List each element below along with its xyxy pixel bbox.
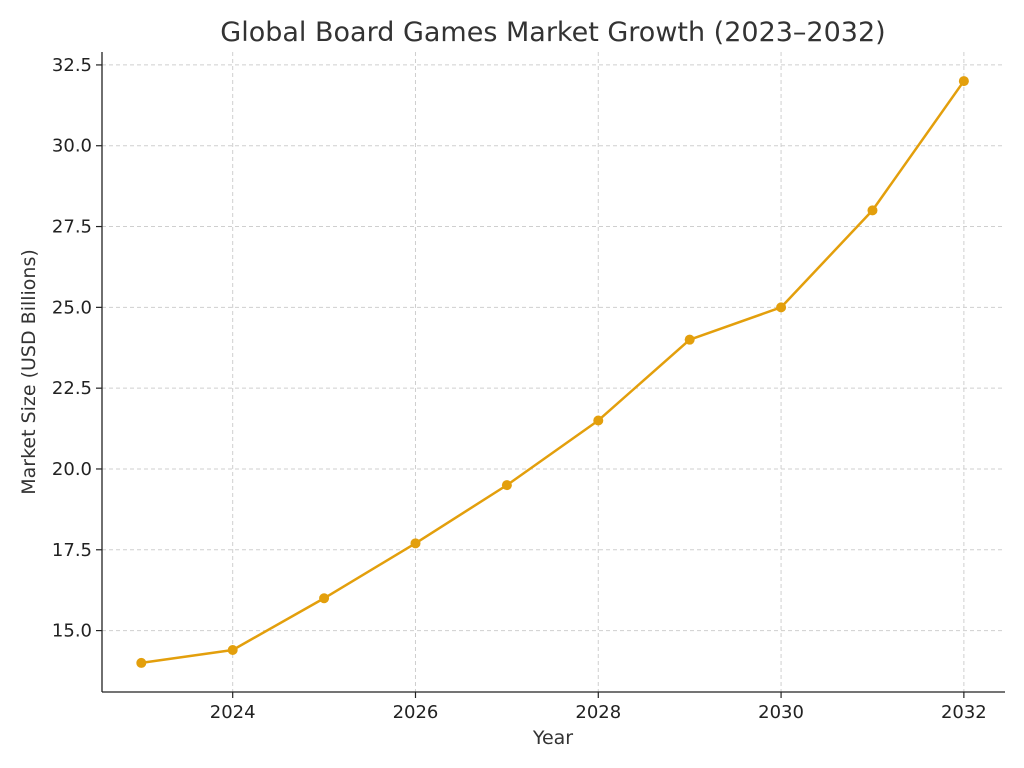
x-axis-label: Year [532,727,573,749]
data-point [958,76,969,87]
chart-title: Global Board Games Market Growth (2023–2… [220,17,885,48]
data-point [136,657,147,668]
y-tick-label: 30.0 [52,136,92,157]
y-tick-label: 20.0 [52,459,92,480]
x-tick-label: 2030 [758,702,804,723]
x-tick-label: 2032 [941,702,987,723]
data-point [776,302,787,313]
y-tick-label: 27.5 [52,217,92,238]
ticks: 2024 2026 2028 2030 2032 15.0 17.5 20.0 22.5 25.0… [52,55,987,723]
x-tick-label: 2026 [393,702,439,723]
y-axis-label: Market Size (USD Billions) [18,249,40,495]
y-tick-label: 15.0 [52,621,92,642]
data-point [867,205,878,216]
data-point [410,538,421,549]
grid [102,52,1005,692]
y-tick-label: 17.5 [52,540,92,561]
axes [101,52,1005,693]
series-layer [136,76,969,668]
data-point [684,334,695,345]
data-point [227,644,238,655]
data-point [593,415,604,426]
y-tick-label: 22.5 [52,378,92,399]
data-point [319,593,330,604]
x-tick-label: 2024 [210,702,256,723]
y-tick-label: 32.5 [52,55,92,76]
x-tick-label: 2028 [575,702,621,723]
series-line [140,79,966,665]
y-tick-label: 25.0 [52,297,92,318]
data-point [501,480,512,491]
